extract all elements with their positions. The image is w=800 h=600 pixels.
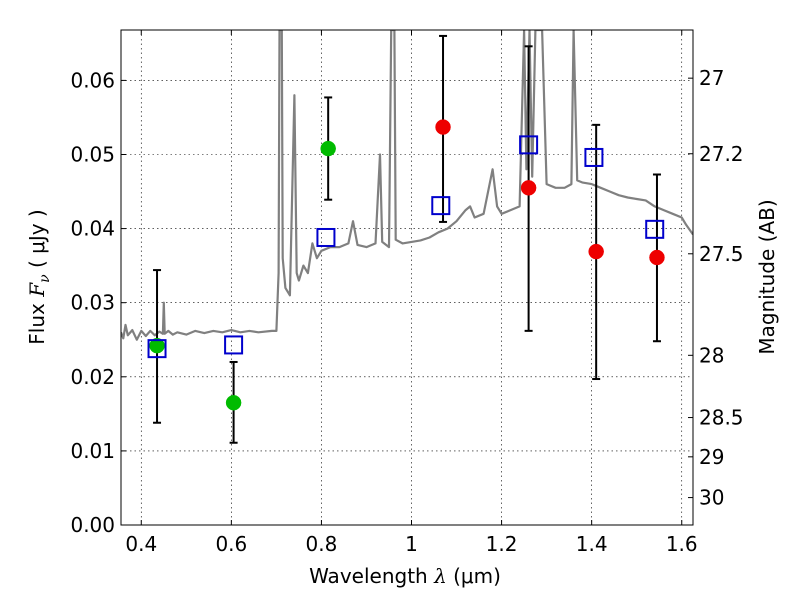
y2-tick-label: 27.2 bbox=[699, 142, 744, 166]
y2-tick-label: 27 bbox=[699, 66, 724, 90]
x-tick-label: 0.8 bbox=[306, 532, 338, 556]
model-spectrum-layer bbox=[121, 30, 693, 341]
y-tick-label: 0.04 bbox=[70, 217, 115, 241]
y2-tick-label: 28 bbox=[699, 343, 724, 367]
observed-red-point bbox=[649, 249, 665, 266]
y-tick-label: 0.03 bbox=[70, 291, 115, 315]
y2-axis-label: Magnitude (AB) bbox=[755, 199, 779, 354]
x-tick-label: 0.4 bbox=[125, 532, 157, 556]
y-tick-label: 0.02 bbox=[70, 365, 115, 389]
plot-area bbox=[121, 30, 693, 525]
observed-red-point bbox=[520, 180, 537, 196]
observed-red-point bbox=[588, 243, 604, 260]
observed-red-point bbox=[435, 119, 451, 135]
model-photometry-point bbox=[316, 227, 336, 247]
y-tick-label: 0.01 bbox=[70, 439, 115, 463]
x-tick-label: 1.4 bbox=[576, 532, 608, 556]
model-photometry-point bbox=[224, 335, 244, 355]
y2-tick-label: 28.5 bbox=[699, 406, 744, 430]
grid bbox=[121, 30, 693, 525]
x-tick-label: 1.2 bbox=[486, 532, 518, 556]
model-photometry-point bbox=[431, 196, 451, 216]
y-tick-label: 0.06 bbox=[70, 68, 115, 92]
y-tick-label: 0.00 bbox=[70, 513, 115, 537]
plot-frame bbox=[120, 29, 694, 526]
model-spectrum-line bbox=[121, 30, 693, 341]
x-tick-label: 1.6 bbox=[666, 532, 698, 556]
model-photometry-point bbox=[519, 135, 539, 155]
x-axis-label: Wavelength λ (μm) bbox=[309, 564, 501, 588]
y2-tick-label: 29 bbox=[699, 445, 724, 469]
model-photometry-point bbox=[645, 219, 665, 239]
y2-tick-label: 30 bbox=[699, 486, 724, 510]
observed-green-point bbox=[225, 394, 242, 411]
y-axis-label: Flux Fν ( μJy ) bbox=[25, 209, 53, 344]
model-photometry-point bbox=[147, 339, 167, 359]
y2-tick-label: 27.5 bbox=[699, 242, 744, 266]
x-tick-label: 1 bbox=[405, 532, 418, 556]
model-photometry-point bbox=[584, 147, 604, 167]
x-tick-label: 0.6 bbox=[215, 532, 247, 556]
y-tick-label: 0.05 bbox=[70, 142, 115, 166]
data-markers bbox=[147, 119, 665, 411]
axis-ticks: 0.4 0.6 0.8 1 1.2 1.4 1.6 0.00 0.01 0.02 0.03 0.04 0… bbox=[70, 30, 744, 556]
observed-green-point bbox=[320, 140, 336, 157]
